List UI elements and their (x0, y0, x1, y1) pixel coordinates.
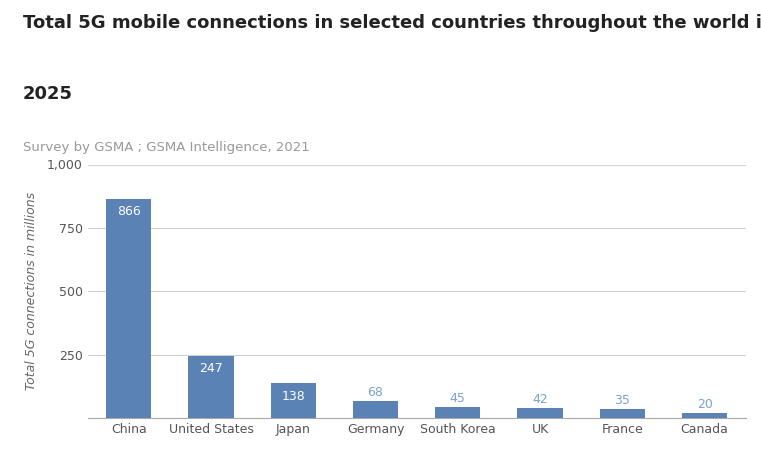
Text: 45: 45 (450, 392, 466, 405)
Text: 42: 42 (532, 392, 548, 406)
Bar (271, 383, 316, 418)
Bar (188, 356, 234, 418)
Bar (517, 407, 562, 418)
Text: 2025: 2025 (23, 85, 73, 102)
Text: 20: 20 (697, 398, 712, 411)
Bar (682, 413, 728, 418)
Y-axis label: Total 5G connections in millions: Total 5G connections in millions (25, 192, 39, 391)
Text: 35: 35 (614, 394, 630, 407)
Bar (353, 401, 398, 418)
Bar (435, 407, 480, 418)
Text: Total 5G mobile connections in selected countries throughout the world in: Total 5G mobile connections in selected … (23, 14, 761, 32)
Text: 866: 866 (116, 205, 141, 218)
Text: 247: 247 (199, 362, 223, 375)
Text: Survey by GSMA ; GSMA Intelligence, 2021: Survey by GSMA ; GSMA Intelligence, 2021 (23, 141, 310, 154)
Bar (106, 198, 151, 418)
Text: 138: 138 (282, 390, 305, 403)
Text: 68: 68 (368, 386, 384, 399)
Bar (600, 409, 645, 418)
